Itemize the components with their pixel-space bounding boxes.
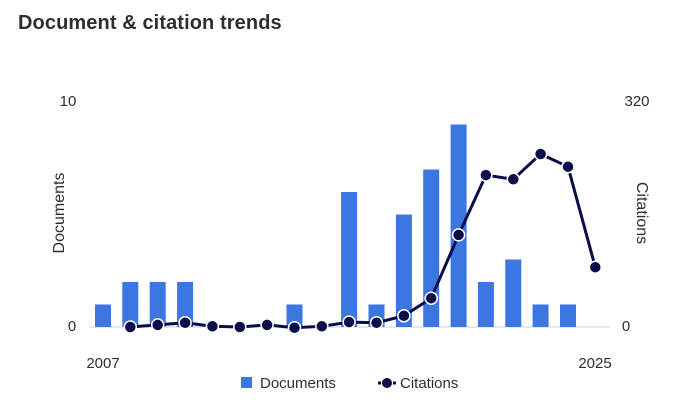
citations-point-2010 — [178, 316, 192, 330]
legend-citations-marker — [382, 378, 392, 388]
documents-bar-2008 — [122, 282, 139, 327]
right-axis-title: Citations — [633, 182, 650, 244]
citations-line-layer — [123, 147, 603, 335]
citations-point-2015 — [315, 319, 329, 334]
left-axis-title: Documents — [51, 173, 68, 254]
legend-documents-swatch — [241, 377, 252, 388]
left-tick-zero: 0 — [68, 318, 76, 335]
right-tick-top: 320 — [624, 93, 649, 110]
documents-bars — [95, 124, 576, 327]
citations-point-2020 — [451, 228, 466, 242]
left-tick-top: 10 — [60, 93, 77, 110]
citations-point-2021 — [479, 168, 493, 182]
documents-bar-2021 — [477, 282, 494, 327]
documents-bar-2016 — [341, 192, 358, 327]
documents-bar-2024 — [560, 304, 576, 327]
citations-line — [130, 152, 597, 330]
documents-bar-2018 — [395, 214, 412, 327]
documents-bar-2023 — [532, 304, 549, 327]
x-tick-start: 2007 — [86, 355, 119, 372]
citations-point-2017 — [369, 316, 384, 330]
legend-documents-label: Documents — [260, 375, 336, 392]
documents-bar-2010 — [177, 282, 194, 327]
chart-title: Document & citation trends — [18, 12, 282, 34]
citations-point-2013 — [260, 318, 274, 332]
legend-citations-label: Citations — [400, 375, 458, 392]
citations-point-2016 — [342, 315, 356, 329]
documents-bar-2009 — [149, 282, 166, 327]
citations-point-2011 — [205, 319, 220, 334]
x-tick-end: 2025 — [578, 355, 611, 372]
legend: Documents Citations — [241, 375, 458, 392]
documents-bar-2014 — [286, 304, 303, 327]
citations-point-2008 — [123, 320, 138, 334]
citations-point-2023 — [533, 147, 548, 161]
citations-point-2012 — [233, 320, 247, 334]
documents-bar-2022 — [505, 259, 522, 327]
right-tick-zero: 0 — [622, 318, 630, 335]
citations-point-2018 — [397, 309, 411, 323]
citations-point-2014 — [287, 320, 302, 335]
citations-point-2009 — [150, 318, 165, 332]
citations-point-2024 — [561, 159, 575, 174]
citations-point-2025 — [588, 260, 603, 274]
citations-point-2019 — [424, 291, 438, 305]
documents-bar-2007 — [95, 304, 111, 327]
citations-point-2022 — [506, 172, 521, 187]
documents-bar-2020 — [450, 124, 467, 327]
